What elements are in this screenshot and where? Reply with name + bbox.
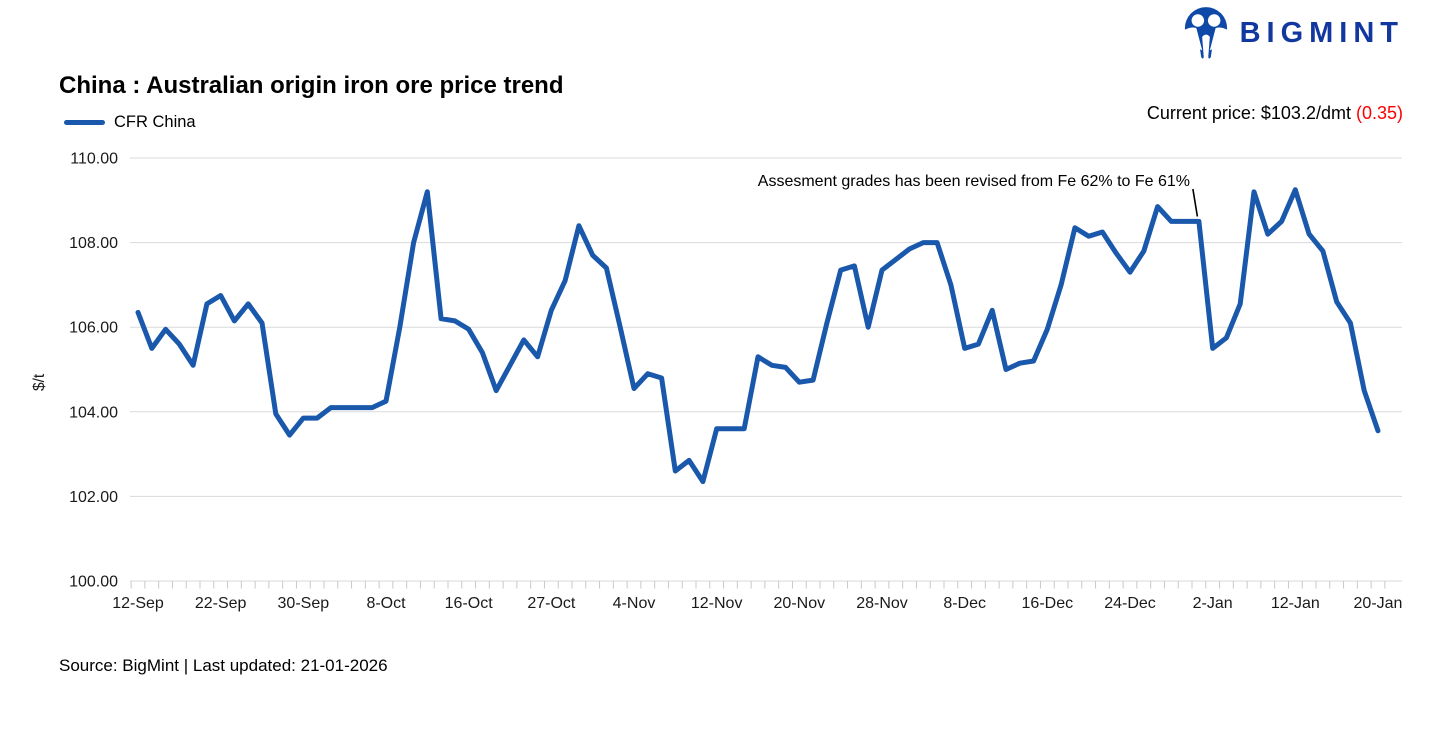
y-axis-tick-label: 110.00 — [70, 151, 118, 168]
annotation-text: Assesment grades has been revised from F… — [757, 173, 1190, 190]
brand-header: BIGMINT — [1182, 6, 1404, 60]
x-axis-tick-label: 12-Nov — [691, 595, 743, 612]
x-axis-tick-label: 30-Sep — [278, 595, 330, 612]
y-axis-tick-label: 104.00 — [69, 404, 118, 421]
legend: CFR China — [64, 113, 196, 132]
x-axis-tick-label: 8-Dec — [943, 595, 986, 612]
current-price: Current price: $103.2/dmt (0.35) — [1147, 103, 1403, 124]
x-axis-tick-label: 24-Dec — [1104, 595, 1156, 612]
current-price-text: Current price: $103.2/dmt — [1146, 103, 1356, 123]
annotation-pointer-line — [1192, 188, 1199, 217]
x-axis-tick-label: 22-Sep — [195, 595, 247, 612]
legend-line-marker — [64, 120, 105, 125]
x-axis-tick-label: 8-Oct — [366, 595, 406, 612]
chart-title: China : Australian origin iron ore price… — [59, 72, 564, 100]
x-axis-tick-label: 28-Nov — [856, 595, 908, 612]
x-axis-tick-label: 20-Nov — [774, 595, 826, 612]
x-axis-tick-label: 4-Nov — [613, 595, 656, 612]
x-axis-tick-label: 2-Jan — [1193, 595, 1233, 612]
price-line — [135, 187, 1381, 485]
legend-label: CFR China — [114, 113, 196, 131]
y-axis-title: $/t — [31, 373, 48, 391]
y-axis-tick-label: 108.00 — [69, 235, 118, 252]
y-axis-tick-label: 102.00 — [69, 489, 118, 506]
source-note: Source: BigMint | Last updated: 21-01-20… — [59, 656, 388, 675]
x-axis-tick-label: 12-Sep — [112, 595, 164, 612]
bigmint-logo-icon — [1183, 7, 1228, 59]
x-axis-tick-label: 16-Oct — [445, 595, 494, 612]
y-axis-tick-label: 106.00 — [69, 320, 118, 337]
x-axis-tick-label: 16-Dec — [1022, 595, 1074, 612]
current-price-change: (0.35) — [1355, 103, 1403, 123]
x-axis-tick-label: 12-Jan — [1271, 595, 1320, 612]
x-axis-tick-label: 20-Jan — [1354, 595, 1403, 612]
brand-name: BIGMINT — [1239, 16, 1404, 49]
y-axis-tick-label: 100.00 — [69, 574, 118, 591]
x-axis-tick-label: 27-Oct — [527, 595, 576, 612]
